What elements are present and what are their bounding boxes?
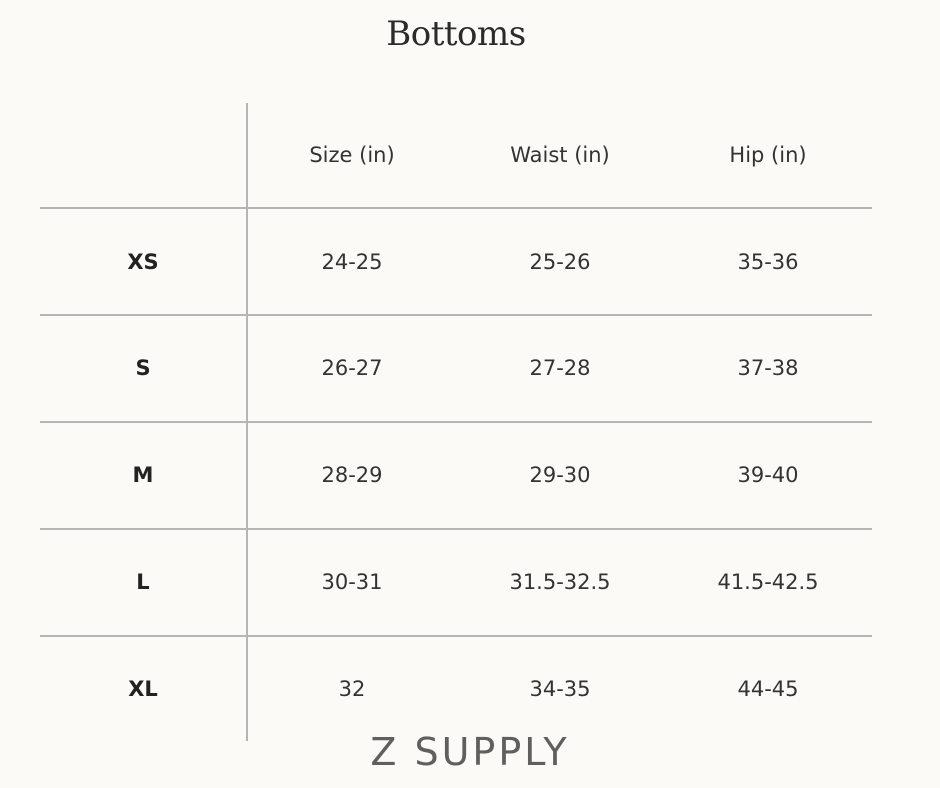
column-header: Size (in) — [309, 143, 395, 167]
table-cell: 39-40 — [737, 463, 799, 487]
table-cell: 44-45 — [737, 677, 799, 701]
table-row-divider — [40, 635, 872, 637]
table-row-divider — [40, 207, 872, 209]
table-cell: 25-26 — [529, 250, 591, 274]
table-cell: 30-31 — [321, 570, 383, 594]
table-row-divider — [40, 314, 872, 316]
row-label-size: XS — [127, 250, 159, 274]
table-cell: 32 — [338, 677, 366, 701]
brand-logo: Z SUPPLY — [0, 730, 940, 774]
table-cell: 27-28 — [529, 356, 591, 380]
table-cell: 41.5-42.5 — [717, 570, 819, 594]
page-title: Bottoms — [386, 14, 526, 54]
table-cell: 35-36 — [737, 250, 799, 274]
table-cell: 24-25 — [321, 250, 383, 274]
logo-text: Z SUPPLY — [370, 730, 570, 774]
table-cell: 28-29 — [321, 463, 383, 487]
row-label-size: XL — [128, 677, 158, 701]
column-header: Hip (in) — [729, 143, 807, 167]
row-label-size: M — [132, 463, 154, 487]
column-header: Waist (in) — [510, 143, 610, 167]
table-cell: 31.5-32.5 — [509, 570, 611, 594]
row-label-size: S — [135, 356, 151, 380]
row-label-size: L — [136, 570, 150, 594]
table-row-divider — [40, 528, 872, 530]
table-cell: 37-38 — [737, 356, 799, 380]
table-cell: 26-27 — [321, 356, 383, 380]
table-row-divider — [40, 421, 872, 423]
table-cell: 34-35 — [529, 677, 591, 701]
table-cell: 29-30 — [529, 463, 591, 487]
